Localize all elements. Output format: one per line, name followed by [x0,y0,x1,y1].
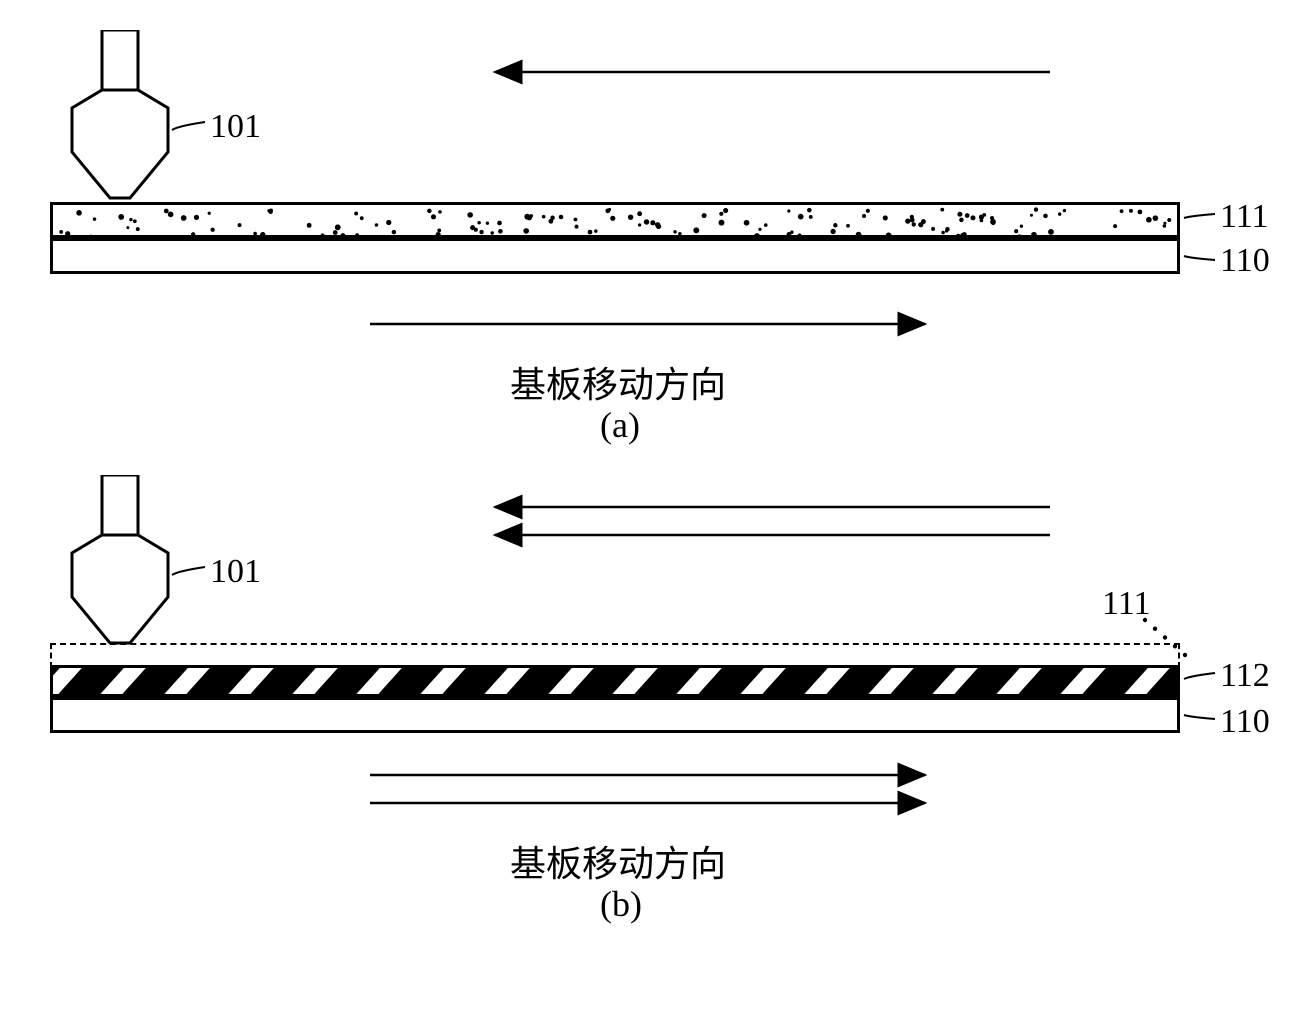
layer-110-a [50,238,1180,274]
leader-line [168,563,209,579]
leader-line [1180,210,1219,222]
label-112-b: 112 [1220,657,1270,695]
arrow-left-b-1 [475,515,1070,555]
layer-110-b [50,697,1180,733]
subfig-label-a: (a) [600,404,640,446]
arrow-right-a [350,304,945,344]
label-111-a: 111 [1220,198,1268,236]
arrow-left-a [475,52,1070,92]
caption-b: 基板移动方向 [510,835,726,887]
leader-line [1180,252,1219,264]
label-110-a: 110 [1220,242,1270,280]
label-110-b: 110 [1220,703,1270,741]
leader-line [1180,669,1219,683]
dotted-leader [1141,616,1189,659]
leader-line [168,118,209,134]
leader-line [1180,711,1219,723]
arrow-right-b-1 [350,783,945,823]
layer-111-a [50,202,1180,238]
label-101-b: 101 [210,553,261,591]
label-101-a: 101 [210,108,261,146]
subfig-label-b: (b) [600,883,642,925]
caption-a: 基板移动方向 [510,356,726,408]
layer-112-b [50,665,1180,697]
